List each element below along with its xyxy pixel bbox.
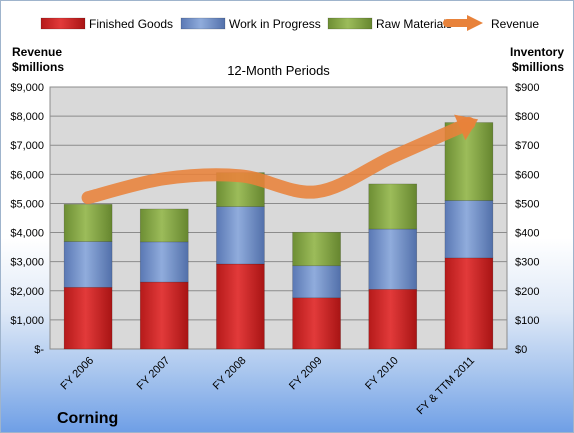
bar-finished-goods (216, 263, 265, 350)
legend-label: Work in Progress (229, 17, 321, 31)
bar-finished-goods (444, 257, 494, 350)
right-axis-tick-label: $500 (515, 198, 539, 210)
left-axis-tick-label: $4,000 (10, 228, 44, 240)
chart-title: 12-Month Periods (227, 63, 330, 78)
left-axis-tick-label: $1,000 (10, 315, 44, 327)
x-axis-tick-label: FY 2010 (363, 355, 401, 393)
right-axis-tick-label: $300 (515, 257, 539, 269)
company-name: Corning (57, 410, 118, 427)
right-axis-tick-label: $800 (515, 111, 539, 123)
plot-area (49, 86, 508, 350)
revenue-arrowhead (454, 114, 479, 141)
bar-raw-materials (368, 183, 418, 230)
left-axis-tick-label: $8,000 (10, 111, 44, 123)
left-axis-title: $millions (12, 60, 64, 74)
legend-swatch-finished-goods (40, 17, 86, 30)
right-axis-tick-label: $700 (515, 140, 539, 152)
right-axis-tick-label: $200 (515, 286, 539, 298)
bar-raw-materials (63, 204, 113, 242)
x-axis-tick-label: FY 2006 (58, 355, 96, 393)
right-axis-title: $millions (512, 60, 564, 74)
legend-label: Finished Goods (89, 17, 173, 31)
right-axis-tick-label: $0 (515, 344, 527, 356)
legend-label: Revenue (491, 17, 539, 31)
right-axis-tick-label: $900 (515, 82, 539, 94)
bar-raw-materials (292, 231, 341, 267)
bar-finished-goods (139, 281, 189, 350)
left-axis-tick-label: $- (34, 344, 44, 356)
left-axis-tick-label: $7,000 (10, 140, 44, 152)
x-axis-tick-label: FY 2009 (287, 355, 325, 393)
right-axis-tick-label: $600 (515, 169, 539, 181)
revenue-line (81, 116, 476, 205)
bar-finished-goods (63, 286, 113, 350)
x-axis-tick-label: FY 2007 (135, 355, 173, 393)
x-axis-tick-label: FY 2008 (211, 355, 249, 393)
left-axis-title: Revenue (12, 45, 62, 59)
legend-swatch-revenue-arrow (467, 15, 483, 31)
bar-work-in-progress (216, 206, 265, 265)
legend-label: Raw Materials (376, 17, 452, 31)
right-axis-tick-label: $100 (515, 315, 539, 327)
bar-work-in-progress (139, 241, 189, 283)
bar-work-in-progress (292, 265, 341, 299)
left-axis-tick-label: $2,000 (10, 286, 44, 298)
bar-finished-goods (368, 289, 418, 350)
left-axis-tick-label: $3,000 (10, 257, 44, 269)
bar-work-in-progress (444, 200, 494, 259)
legend-swatch-work-in-progress (180, 17, 226, 30)
x-axis-tick-label: FY & TTM 2011 (415, 355, 478, 418)
right-axis-title: Inventory (510, 45, 564, 59)
left-axis-tick-label: $6,000 (10, 169, 44, 181)
left-axis-tick-label: $9,000 (10, 82, 44, 94)
right-axis-tick-label: $400 (515, 228, 539, 240)
bar-work-in-progress (368, 228, 418, 290)
bar-finished-goods (292, 297, 341, 350)
bar-work-in-progress (63, 241, 113, 288)
legend-swatch-raw-materials (327, 17, 373, 30)
left-axis-tick-label: $5,000 (10, 198, 44, 210)
bar-raw-materials (139, 208, 189, 243)
